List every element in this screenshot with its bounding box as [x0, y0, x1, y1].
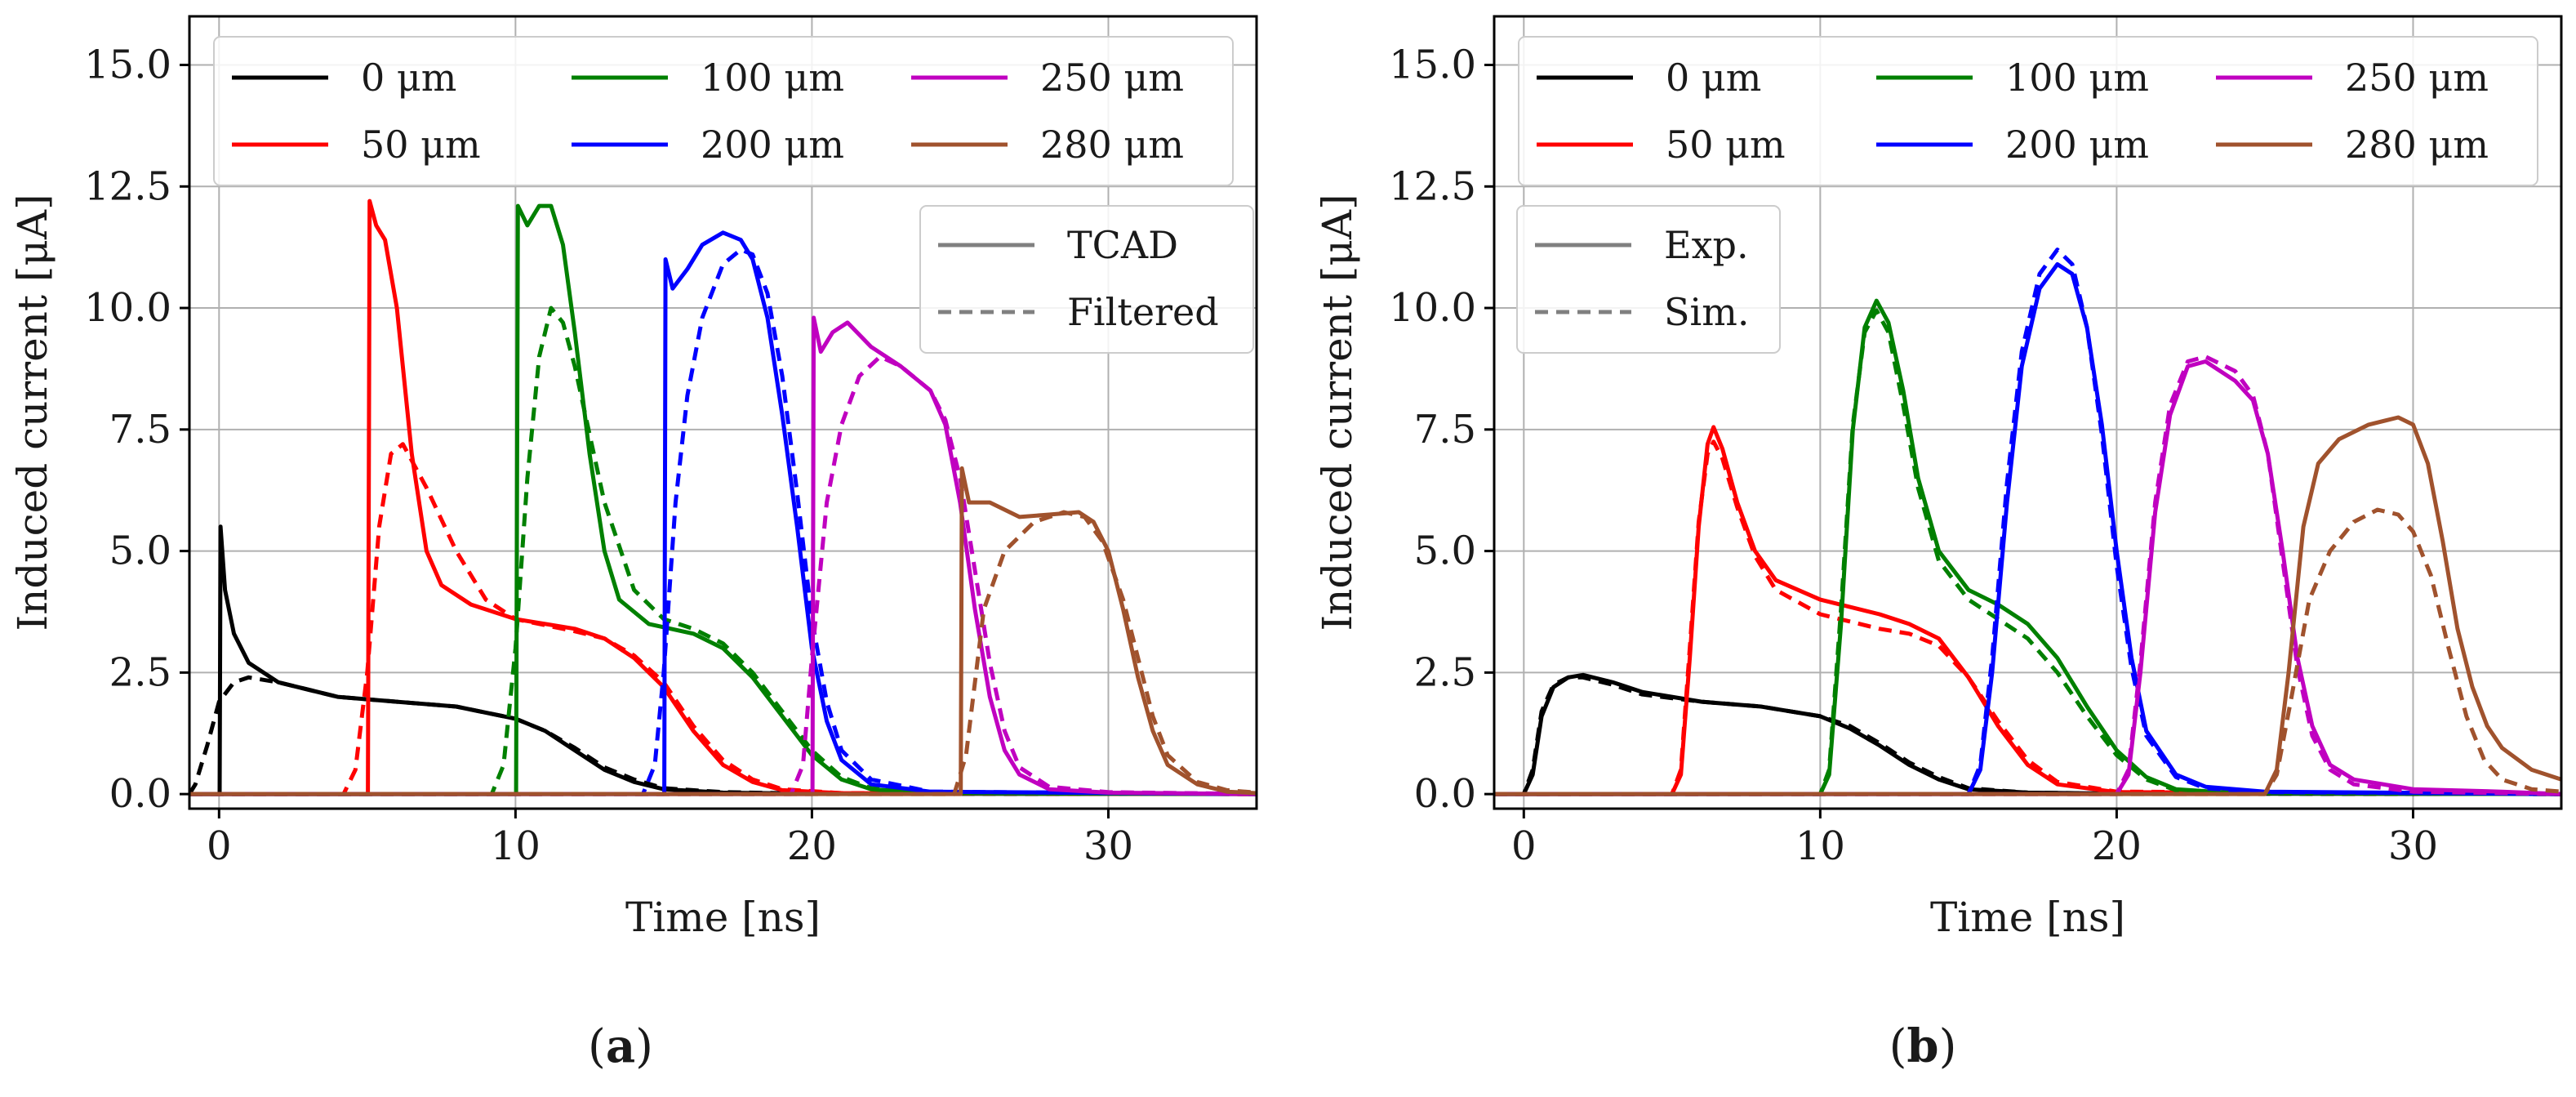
y-tick-label: 7.5 [1414, 407, 1476, 453]
x-tick-label: 10 [491, 823, 541, 869]
series-line-solid-6 [189, 230, 1257, 796]
legend-label: 250 μm [2345, 56, 2489, 100]
y-tick-label: 10.0 [84, 285, 171, 331]
legend-label: 0 μm [361, 56, 456, 100]
caption-a-open: ( [588, 1020, 606, 1073]
caption-a: (a) [588, 1019, 653, 1073]
panel-a-chart: 0 10 20 30 0.0 2.5 5.0 7.5 10.0 12.5 15.0 Time [ns]… [9, 15, 1258, 941]
x-tick-label: 10 [1795, 823, 1845, 869]
series-line-solid-4 [189, 203, 1257, 796]
series-line-dashed-1 [1494, 675, 2561, 796]
color-legend-box [213, 36, 1234, 186]
color-legend: 0 μm 50 μm 100 μm 200 μm 250 μm 280 μm [1518, 36, 2538, 186]
style-legend-label: Sim. [1664, 290, 1749, 334]
style-legend: TCAD Filtered [919, 205, 1254, 354]
series-line-solid-2 [1494, 425, 2561, 796]
style-legend-box [919, 205, 1254, 354]
series-line-dashed-9 [189, 355, 1257, 796]
series-line-dashed-9 [1494, 355, 2561, 796]
legend-label: 100 μm [701, 56, 844, 100]
style-legend-label: Exp. [1664, 223, 1749, 267]
legend-label: 50 μm [361, 123, 481, 167]
y-axis-label: Induced current [μA] [9, 194, 56, 631]
y-axis-label: Induced current [μA] [1314, 194, 1361, 631]
y-tick-label: 0.0 [109, 771, 171, 817]
x-tick-label: 20 [2092, 823, 2142, 869]
legend-label: 280 μm [2345, 123, 2489, 167]
x-tick-label: 0 [207, 823, 232, 869]
series-line-dashed-3 [1494, 439, 2561, 796]
series-line-solid-2 [189, 198, 1257, 796]
style-legend: Exp. Sim. [1516, 205, 1781, 354]
x-axis-label: Time [ns] [1930, 894, 2125, 941]
y-tick-label: 15.0 [84, 42, 171, 88]
y-tick-label: 2.5 [1414, 649, 1476, 695]
y-tick-label: 15.0 [1389, 42, 1476, 88]
y-tick-label: 12.5 [1389, 163, 1476, 209]
color-legend-box [1518, 36, 2538, 186]
legend-label: 280 μm [1040, 123, 1184, 167]
series-line-solid-0 [1494, 672, 2561, 796]
caption-a-letter: a [606, 1019, 635, 1073]
series-line-dashed-5 [189, 305, 1257, 796]
caption-a-close: ) [635, 1020, 653, 1073]
series-line-dashed-7 [1494, 247, 2561, 796]
series-line-solid-0 [189, 524, 1257, 796]
series-line-solid-8 [189, 315, 1257, 796]
series-line-dashed-7 [189, 247, 1257, 796]
y-tick-label: 0.0 [1414, 771, 1476, 817]
series-line-solid-10 [189, 466, 1257, 796]
style-legend-box [1516, 205, 1781, 354]
y-tick-label: 7.5 [109, 407, 171, 453]
caption-b-open: ( [1889, 1020, 1907, 1073]
x-tick-label: 0 [1511, 823, 1537, 869]
y-tick-label: 5.0 [109, 528, 171, 574]
x-axis-label: Time [ns] [625, 894, 821, 941]
series-line-solid-4 [1494, 298, 2561, 796]
caption-b-letter: b [1906, 1019, 1938, 1073]
legend-label: 50 μm [1666, 123, 1786, 167]
caption-b: (b) [1889, 1019, 1957, 1073]
panel-b-chart: 0 10 20 30 0.0 2.5 5.0 7.5 10.0 12.5 15.0 Time [ns]… [1314, 15, 2563, 941]
color-legend: 0 μm 50 μm 100 μm 200 μm 250 μm 280 μm [213, 36, 1234, 186]
caption-b-close: ) [1939, 1020, 1957, 1073]
legend-label: 100 μm [2005, 56, 2149, 100]
series-line-dashed-1 [189, 675, 1257, 796]
x-tick-label: 30 [1083, 823, 1133, 869]
series-group [1494, 247, 2561, 796]
legend-label: 0 μm [1666, 56, 1761, 100]
legend-label: 200 μm [701, 123, 844, 167]
series-line-dashed-11 [1494, 507, 2561, 796]
y-tick-label: 10.0 [1389, 285, 1476, 331]
series-group [189, 198, 1257, 796]
x-tick-label: 20 [787, 823, 837, 869]
x-tick-label: 30 [2388, 823, 2438, 869]
legend-label: 250 μm [1040, 56, 1184, 100]
y-tick-label: 2.5 [109, 649, 171, 695]
y-tick-label: 5.0 [1414, 528, 1476, 574]
style-legend-label: TCAD [1067, 223, 1178, 267]
series-line-dashed-3 [189, 442, 1257, 796]
series-line-solid-8 [1494, 359, 2561, 796]
series-line-dashed-5 [1494, 308, 2561, 796]
y-tick-label: 12.5 [84, 163, 171, 209]
plot-frame [1493, 15, 2563, 810]
plot-frame [188, 15, 1258, 810]
series-line-dashed-11 [189, 510, 1257, 796]
series-line-solid-10 [1494, 415, 2561, 796]
legend-label: 200 μm [2005, 123, 2149, 167]
style-legend-label: Filtered [1067, 290, 1219, 334]
